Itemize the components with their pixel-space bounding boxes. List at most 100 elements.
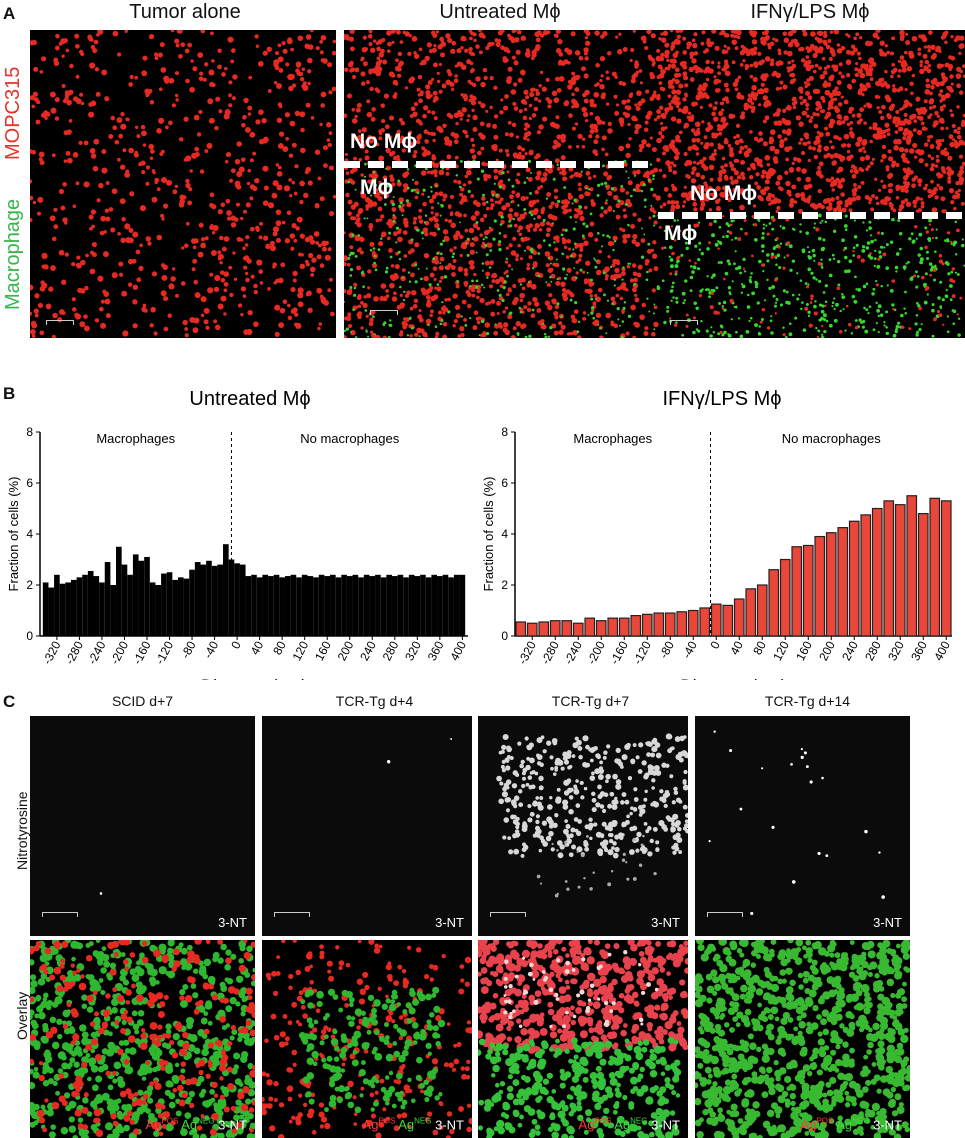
cell-dot <box>946 315 949 318</box>
cell-dot <box>453 246 457 250</box>
cell-dot <box>962 74 965 78</box>
cell-dot <box>956 313 959 316</box>
cell-dot <box>594 237 599 242</box>
cell-dot <box>892 208 897 213</box>
cell-dot <box>500 219 505 225</box>
cell-dot <box>941 138 945 142</box>
cell-dot <box>307 69 312 74</box>
cell-dot <box>914 322 918 326</box>
cell-dot <box>645 174 650 179</box>
bar <box>431 574 438 636</box>
cell-dot <box>553 195 558 200</box>
cell-dot <box>138 162 143 167</box>
cell-dot <box>692 198 697 202</box>
cell-dot <box>740 44 745 49</box>
cell-dot <box>408 141 414 147</box>
cell-dot <box>362 302 368 309</box>
cell-dot <box>721 307 725 310</box>
cell-dot <box>678 83 684 89</box>
cell-dot <box>587 231 594 238</box>
cell-dot <box>48 286 54 292</box>
cell-dot <box>794 192 801 199</box>
x-tick-label: 120 <box>770 639 792 664</box>
cell-dot <box>684 279 688 283</box>
x-tick-label: 0 <box>228 639 244 652</box>
cell-dot <box>604 201 608 205</box>
cell-dot <box>553 33 557 37</box>
cell-dot <box>607 128 613 134</box>
cell-dot <box>550 280 553 283</box>
cell-dot <box>767 192 773 198</box>
cell-dot <box>230 215 237 221</box>
cell-dot <box>389 255 393 259</box>
cell-dot <box>739 271 743 275</box>
cell-dot <box>669 317 672 320</box>
cell-dot <box>41 264 46 269</box>
cell-dot <box>669 258 674 262</box>
cell-dot <box>931 236 935 240</box>
cell-dot <box>942 31 948 37</box>
cell-dot <box>397 51 403 57</box>
cell-dot <box>704 141 710 148</box>
cell-dot <box>594 30 600 36</box>
cell-dot <box>958 51 962 56</box>
cell-dot <box>503 280 507 284</box>
bar <box>733 598 745 637</box>
cell-dot <box>255 119 261 125</box>
cell-dot <box>308 252 314 259</box>
cell-dot <box>203 319 209 325</box>
bar <box>420 574 426 636</box>
cell-dot <box>373 177 377 181</box>
cell-dot <box>121 290 128 297</box>
cell-dot <box>262 136 269 143</box>
cell-dot <box>548 293 553 298</box>
cell-dot <box>807 140 811 145</box>
cell-dot <box>215 96 221 102</box>
cell-dot <box>927 139 931 143</box>
cell-dot <box>61 54 65 58</box>
cell-dot <box>818 236 822 241</box>
cell-dot <box>586 288 593 295</box>
cell-dot <box>507 66 513 72</box>
cell-dot <box>243 265 248 270</box>
cell-dot <box>447 297 451 302</box>
cell-dot <box>179 999 188 1008</box>
cell-dot <box>924 162 929 167</box>
cell-dot <box>344 261 347 267</box>
cell-dot <box>583 98 589 104</box>
cell-dot <box>771 285 775 289</box>
cell-dot <box>696 267 701 271</box>
cell-dot <box>700 252 704 256</box>
chart-title: Untreated Mϕ <box>189 388 310 410</box>
cell-dot <box>436 71 440 75</box>
cell-dot <box>623 214 628 219</box>
cell-dot <box>276 184 283 191</box>
cell-dot <box>903 99 909 105</box>
cell-dot <box>124 223 131 230</box>
cell-dot <box>414 263 417 267</box>
cell-dot <box>822 39 828 45</box>
cell-dot <box>918 115 924 121</box>
bar <box>699 607 711 637</box>
cell-dot <box>320 91 327 98</box>
cell-dot <box>852 246 856 250</box>
bar <box>572 622 584 637</box>
cell-dot <box>444 266 447 269</box>
cell-dot <box>517 204 520 207</box>
cell-dot <box>842 249 845 252</box>
cell-dot <box>247 105 253 111</box>
cell-dot <box>663 186 669 192</box>
cell-dot <box>277 165 282 170</box>
cell-dot <box>467 180 472 185</box>
cell-dot <box>760 263 765 267</box>
cell-dot <box>181 246 185 250</box>
cell-dot <box>217 957 224 964</box>
cell-dot <box>91 241 97 248</box>
cell-dot <box>649 207 655 213</box>
cell-dot <box>506 49 511 54</box>
cell-dot <box>597 287 603 293</box>
cell-dot <box>287 37 293 43</box>
cell-dot <box>810 31 816 37</box>
bar <box>284 576 291 636</box>
cell-dot <box>434 212 439 217</box>
